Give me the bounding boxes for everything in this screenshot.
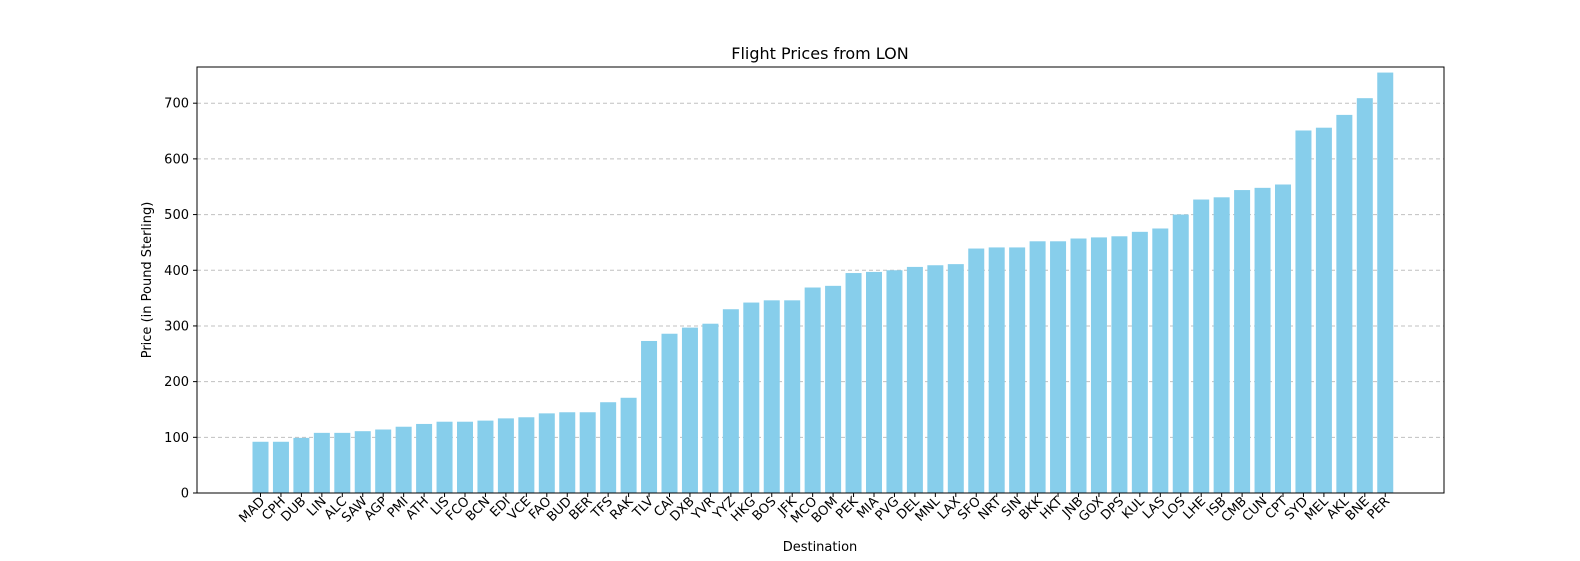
bar-bcn bbox=[477, 420, 494, 493]
bar-yyz bbox=[722, 309, 739, 493]
bar-lhe bbox=[1193, 199, 1210, 494]
bar-pmi bbox=[395, 426, 412, 493]
bar-del bbox=[906, 266, 923, 493]
bar-fao bbox=[538, 413, 555, 493]
bar-lin bbox=[313, 432, 330, 493]
bar-cph bbox=[272, 441, 289, 493]
bar-cpt bbox=[1275, 184, 1291, 493]
y-tick-label: 300 bbox=[164, 319, 189, 334]
bar-jfk bbox=[784, 300, 801, 493]
bar-fco bbox=[457, 421, 473, 493]
bar-tfs bbox=[600, 402, 617, 493]
bar-alc bbox=[334, 432, 351, 493]
bar-cai bbox=[661, 333, 678, 493]
bar-pek bbox=[845, 273, 862, 493]
bar-vce bbox=[518, 417, 535, 493]
bars bbox=[252, 72, 1394, 494]
bar-per bbox=[1377, 72, 1394, 493]
plot-frame bbox=[196, 66, 1445, 494]
bar-jnb bbox=[1070, 238, 1087, 493]
y-tick-label: 100 bbox=[164, 431, 189, 446]
bar-ber bbox=[579, 412, 596, 493]
bar-dxb bbox=[681, 327, 698, 493]
x-tick-label: PER bbox=[1365, 494, 1393, 522]
y-axis-ticks: 0 100 200 300 400 500 600 700 bbox=[164, 97, 197, 502]
bar-bud bbox=[559, 412, 576, 493]
bar-los bbox=[1172, 214, 1189, 493]
y-tick-label: 500 bbox=[164, 208, 189, 223]
bar-bne bbox=[1356, 98, 1373, 493]
bar-mnl bbox=[927, 265, 944, 493]
bar-sin bbox=[1009, 247, 1026, 493]
bar-akl bbox=[1336, 114, 1353, 493]
bar-mel bbox=[1315, 127, 1332, 494]
bar-kul bbox=[1131, 231, 1148, 494]
bar-pvg bbox=[886, 270, 903, 493]
bar-lax bbox=[947, 264, 964, 493]
bar-mia bbox=[866, 271, 882, 493]
y-tick-label: 700 bbox=[164, 97, 189, 112]
bar-mco bbox=[804, 287, 821, 493]
bar-isb bbox=[1213, 197, 1230, 493]
bar-bom bbox=[825, 285, 842, 493]
bar-agp bbox=[375, 429, 392, 493]
bar-gox bbox=[1090, 237, 1107, 493]
bar-edi bbox=[497, 418, 514, 493]
y-tick-label: 200 bbox=[164, 375, 189, 390]
bar-rak bbox=[620, 397, 637, 493]
chart-title: Flight Prices from LON bbox=[731, 44, 908, 63]
bar-tlv bbox=[641, 340, 658, 493]
bar-hkt bbox=[1050, 241, 1067, 493]
bar-yvr bbox=[702, 323, 719, 493]
bar-hkg bbox=[743, 302, 760, 493]
bar-nrt bbox=[988, 247, 1005, 493]
x-axis-ticks: MADCPHDUBLINALCSAWAGPPMIATHLISFCOBCNEDIV… bbox=[236, 493, 1393, 526]
bar-cmb bbox=[1234, 190, 1251, 494]
bar-syd bbox=[1295, 130, 1312, 493]
bar-saw bbox=[354, 431, 371, 493]
bar-bos bbox=[763, 300, 780, 493]
bar-cun bbox=[1254, 187, 1271, 493]
y-tick-label: 600 bbox=[164, 152, 189, 167]
bar-sfo bbox=[968, 248, 985, 493]
bar-ath bbox=[416, 423, 433, 493]
bar-lis bbox=[436, 421, 453, 493]
y-tick-label: 0 bbox=[181, 487, 189, 502]
bar-las bbox=[1152, 228, 1169, 494]
bar-mad bbox=[252, 441, 269, 493]
bar-dps bbox=[1111, 236, 1128, 494]
y-axis-label: Price (in Pound Sterling) bbox=[140, 202, 155, 359]
x-axis-label: Destination bbox=[783, 540, 858, 555]
bar-dub bbox=[293, 437, 310, 493]
bar-bkk bbox=[1029, 241, 1046, 493]
y-tick-label: 400 bbox=[164, 264, 189, 279]
